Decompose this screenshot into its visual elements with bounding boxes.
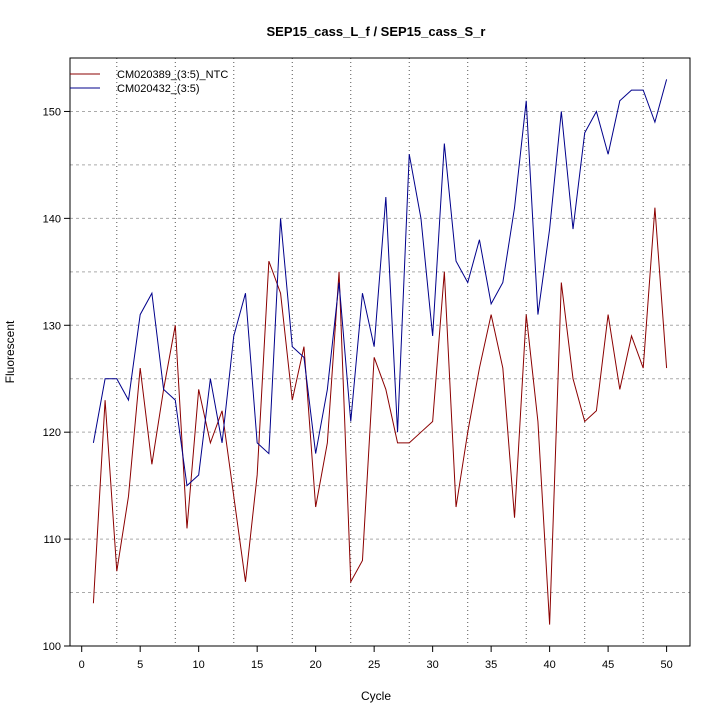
y-axis: 100 110 120 130 140 150: [43, 106, 70, 653]
x-tick-label: 20: [310, 659, 322, 671]
x-tick-label: 30: [427, 659, 439, 671]
series-line-2: [92, 79, 668, 487]
series-line-1: [92, 207, 668, 625]
legend: CM020389_(3:5)_NTC CM020432_(3:5): [70, 69, 228, 95]
x-tick-label: 25: [368, 659, 380, 671]
y-tick-label: 130: [43, 320, 61, 332]
x-axis: 0 5 10 15 20 25 30 35 40 45 50: [79, 646, 673, 671]
x-tick-label: 35: [485, 659, 497, 671]
y-axis-label: Fluorescent: [3, 320, 17, 383]
legend-label: CM020389_(3:5)_NTC: [117, 69, 228, 81]
y-tick-label: 150: [43, 106, 61, 118]
y-tick-label: 140: [43, 213, 61, 225]
x-tick-label: 50: [660, 659, 672, 671]
chart-title: SEP15_cass_L_f / SEP15_cass_S_r: [266, 24, 485, 39]
y-tick-label: 120: [43, 427, 61, 439]
series-points-2: [93, 79, 667, 486]
x-tick-label: 45: [602, 659, 614, 671]
plot-frame: [69, 57, 691, 647]
y-tick-label: 100: [43, 641, 61, 653]
y-tick-label: 110: [43, 534, 61, 546]
series-points-1: [93, 207, 667, 625]
x-axis-label: Cycle: [361, 689, 391, 703]
x-tick-label: 40: [543, 659, 555, 671]
x-tick-label: 0: [79, 659, 85, 671]
series-layer: [92, 79, 668, 625]
x-tick-label: 10: [193, 659, 205, 671]
legend-label: CM020432_(3:5): [117, 83, 200, 95]
x-tick-label: 15: [251, 659, 263, 671]
x-tick-label: 5: [137, 659, 143, 671]
grid: [70, 58, 690, 646]
